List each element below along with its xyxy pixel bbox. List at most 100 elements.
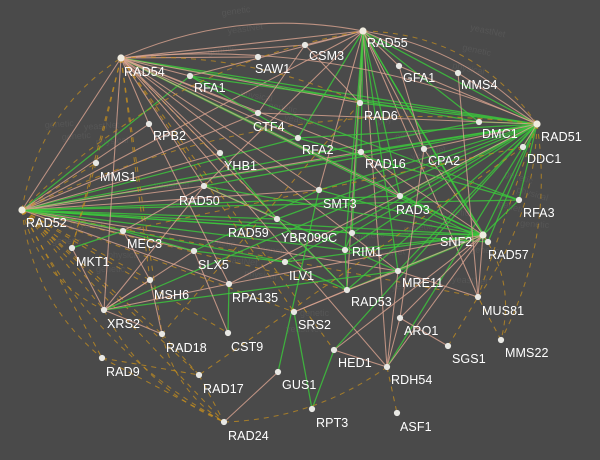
edge-physical[interactable] <box>518 123 538 201</box>
edge-physical[interactable] <box>276 123 538 220</box>
edge-yeastNet[interactable] <box>21 123 150 211</box>
edge-physical[interactable] <box>21 137 299 211</box>
edge-physical[interactable] <box>21 199 520 211</box>
edge-yeastNet[interactable] <box>457 72 479 298</box>
edge-yeastNet[interactable] <box>386 234 484 368</box>
node-gfa1[interactable] <box>395 62 403 70</box>
node-gus1[interactable] <box>274 368 282 376</box>
edge-physical[interactable] <box>311 349 335 410</box>
edge-genetic[interactable] <box>21 209 229 334</box>
edge-yeastNet[interactable] <box>120 57 401 197</box>
edge-physical[interactable] <box>360 123 538 153</box>
node-sgs1[interactable] <box>444 342 452 350</box>
node-ctf4[interactable] <box>254 109 262 117</box>
edge-genetic[interactable] <box>21 209 103 359</box>
node-yhb1[interactable] <box>216 149 224 157</box>
node-ybr099c[interactable] <box>348 229 356 237</box>
edge-yeastNet[interactable] <box>149 279 163 335</box>
edge-yeastNet[interactable] <box>120 57 205 187</box>
edge-physical[interactable] <box>122 230 195 252</box>
edge-physical[interactable] <box>318 123 538 191</box>
edge-yeastNet[interactable] <box>21 57 122 211</box>
edge-genetic[interactable] <box>21 209 163 335</box>
edge-yeastNet[interactable] <box>386 270 399 368</box>
edge-yeastNet[interactable] <box>293 289 348 313</box>
edge-genetic[interactable] <box>122 146 524 232</box>
node-rad59[interactable] <box>273 215 281 223</box>
edge-physical[interactable] <box>21 209 278 220</box>
node-rad9[interactable] <box>98 354 106 362</box>
edge-yeastNet[interactable] <box>346 270 399 291</box>
edge-yeastNet[interactable] <box>122 230 151 281</box>
node-rdh54[interactable] <box>383 363 391 371</box>
edge-yeastNet[interactable] <box>362 30 479 298</box>
edge-physical[interactable] <box>362 30 480 123</box>
edge-yeastNet[interactable] <box>333 234 484 351</box>
edge-genetic[interactable] <box>362 30 538 125</box>
node-hed1[interactable] <box>330 346 338 354</box>
edge-yeastNet[interactable] <box>228 234 484 285</box>
edge-yeastNet[interactable] <box>21 189 320 211</box>
node-cpa2[interactable] <box>420 145 428 153</box>
edge-genetic[interactable] <box>101 357 225 423</box>
edge-yeastNet[interactable] <box>21 209 195 252</box>
edge-yeastNet[interactable] <box>257 112 538 125</box>
edge-physical[interactable] <box>21 195 401 211</box>
node-rim1[interactable] <box>341 246 349 254</box>
edge-physical[interactable] <box>362 30 399 272</box>
edge-genetic[interactable] <box>21 209 151 281</box>
edge-physical[interactable] <box>276 218 348 291</box>
edge-physical[interactable] <box>21 209 286 263</box>
node-rad50[interactable] <box>200 182 208 190</box>
edge-yeastNet[interactable] <box>103 185 205 311</box>
edge-yeastNet[interactable] <box>304 44 361 104</box>
edge-physical[interactable] <box>333 123 538 351</box>
node-ddc1[interactable] <box>519 143 527 151</box>
edge-physical[interactable] <box>189 75 520 201</box>
edge-physical[interactable] <box>189 75 538 125</box>
edge-yeastNet[interactable] <box>21 185 205 211</box>
node-rpa135[interactable] <box>225 280 233 288</box>
edge-genetic[interactable] <box>477 123 538 298</box>
node-ilv1[interactable] <box>281 258 289 266</box>
edge-physical[interactable] <box>21 209 353 234</box>
edge-physical[interactable] <box>277 189 320 373</box>
node-rfa2[interactable] <box>294 134 302 142</box>
edge-physical[interactable] <box>482 123 538 236</box>
edge-yeastNet[interactable] <box>399 317 449 347</box>
edge-physical[interactable] <box>360 30 364 153</box>
node-mus81[interactable] <box>474 293 482 301</box>
edge-yeastNet[interactable] <box>148 123 230 285</box>
node-rad3[interactable] <box>396 192 404 200</box>
edge-physical[interactable] <box>344 30 364 251</box>
edge-physical[interactable] <box>284 261 348 291</box>
edge-genetic[interactable] <box>71 57 122 249</box>
edge-physical[interactable] <box>120 57 480 123</box>
edge-yeastNet[interactable] <box>397 270 479 298</box>
edge-yeastNet[interactable] <box>120 56 259 59</box>
node-rad52[interactable] <box>18 206 26 214</box>
edge-yeastNet[interactable] <box>120 57 221 154</box>
edge-yeastNet[interactable] <box>21 209 399 272</box>
edge-physical[interactable] <box>203 185 484 236</box>
edge-yeastNet[interactable] <box>122 185 205 232</box>
edge-physical[interactable] <box>227 283 230 334</box>
edge-genetic[interactable] <box>21 30 364 211</box>
edge-yeastNet[interactable] <box>21 151 362 211</box>
edge-genetic[interactable] <box>120 57 151 281</box>
edge-yeastNet[interactable] <box>398 65 425 150</box>
edge-yeastNet[interactable] <box>120 57 361 104</box>
edge-yeastNet[interactable] <box>423 123 538 150</box>
edge-yeastNet[interactable] <box>203 30 364 187</box>
edge-yeastNet[interactable] <box>223 371 279 423</box>
edge-physical[interactable] <box>21 75 191 211</box>
edge-physical[interactable] <box>362 30 401 197</box>
edge-yeastNet[interactable] <box>257 44 306 114</box>
edge-yeastNet[interactable] <box>203 185 278 220</box>
edge-genetic[interactable] <box>161 333 225 423</box>
edge-yeastNet[interactable] <box>228 123 538 285</box>
edge-physical[interactable] <box>297 137 520 201</box>
edge-yeastNet[interactable] <box>362 30 538 125</box>
edge-physical[interactable] <box>386 123 538 368</box>
